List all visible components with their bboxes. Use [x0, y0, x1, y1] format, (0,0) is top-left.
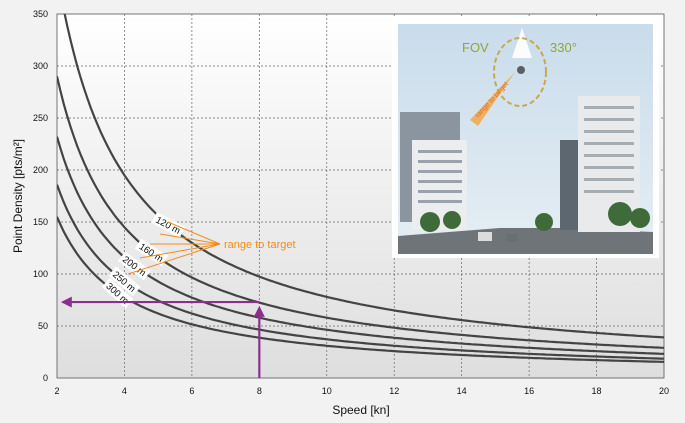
range-callout-lines — [127, 221, 221, 275]
x-tick-label: 8 — [257, 386, 262, 396]
inset-car-1 — [478, 232, 492, 241]
y-tick-labels: 0 50 100 150 200 250 300 350 — [33, 9, 48, 383]
x-tick-label: 2 — [54, 386, 59, 396]
inset-illustration: FOV 330° range to target — [392, 18, 659, 258]
series-label-bg — [151, 212, 186, 238]
inset-road — [398, 228, 653, 254]
callout-line — [159, 233, 221, 245]
y-tick-label: 350 — [33, 9, 48, 19]
inset-angle-label: 330° — [550, 40, 577, 55]
y-tick-label: 200 — [33, 165, 48, 175]
y-tick-label: 50 — [38, 321, 48, 331]
inset-fov-label: FOV — [462, 40, 489, 55]
x-tick-label: 4 — [122, 386, 127, 396]
y-tick-label: 0 — [43, 373, 48, 383]
x-tick-label: 18 — [592, 386, 602, 396]
x-axis-title: Speed [kn] — [332, 403, 389, 417]
series-curve-5 — [57, 216, 664, 363]
inset-car-2 — [506, 234, 518, 242]
range-callout-label: range to target — [224, 239, 296, 251]
series-curve-3 — [57, 136, 664, 355]
x-tick-label: 12 — [389, 386, 399, 396]
callout-line — [167, 221, 221, 245]
inset-sensor-beam — [512, 28, 532, 58]
x-tick-label: 16 — [524, 386, 534, 396]
x-tick-label: 10 — [322, 386, 332, 396]
x-tick-label: 6 — [189, 386, 194, 396]
y-axis-title: Point Density [pts/m²] — [11, 139, 25, 253]
inset-range-beam — [470, 72, 515, 126]
series-label-bg — [101, 277, 134, 309]
callout-line — [139, 243, 221, 259]
inset-sensor — [517, 66, 525, 74]
x-tick-labels: 2 4 6 8 10 12 14 16 18 20 — [54, 386, 669, 396]
y-tick-label: 300 — [33, 61, 48, 71]
example-arrows — [60, 296, 265, 378]
x-tick-label: 14 — [457, 386, 467, 396]
inset-fov-circle — [493, 37, 547, 107]
y-tick-label: 150 — [33, 217, 48, 227]
y-tick-label: 250 — [33, 113, 48, 123]
series-label-bg — [134, 238, 169, 267]
y-tick-label: 100 — [33, 269, 48, 279]
callout-line — [127, 243, 221, 275]
series-curve-4 — [57, 184, 664, 360]
series-label-bg — [118, 251, 151, 281]
x-tick-label: 20 — [659, 386, 669, 396]
series-label-bg — [108, 266, 141, 297]
